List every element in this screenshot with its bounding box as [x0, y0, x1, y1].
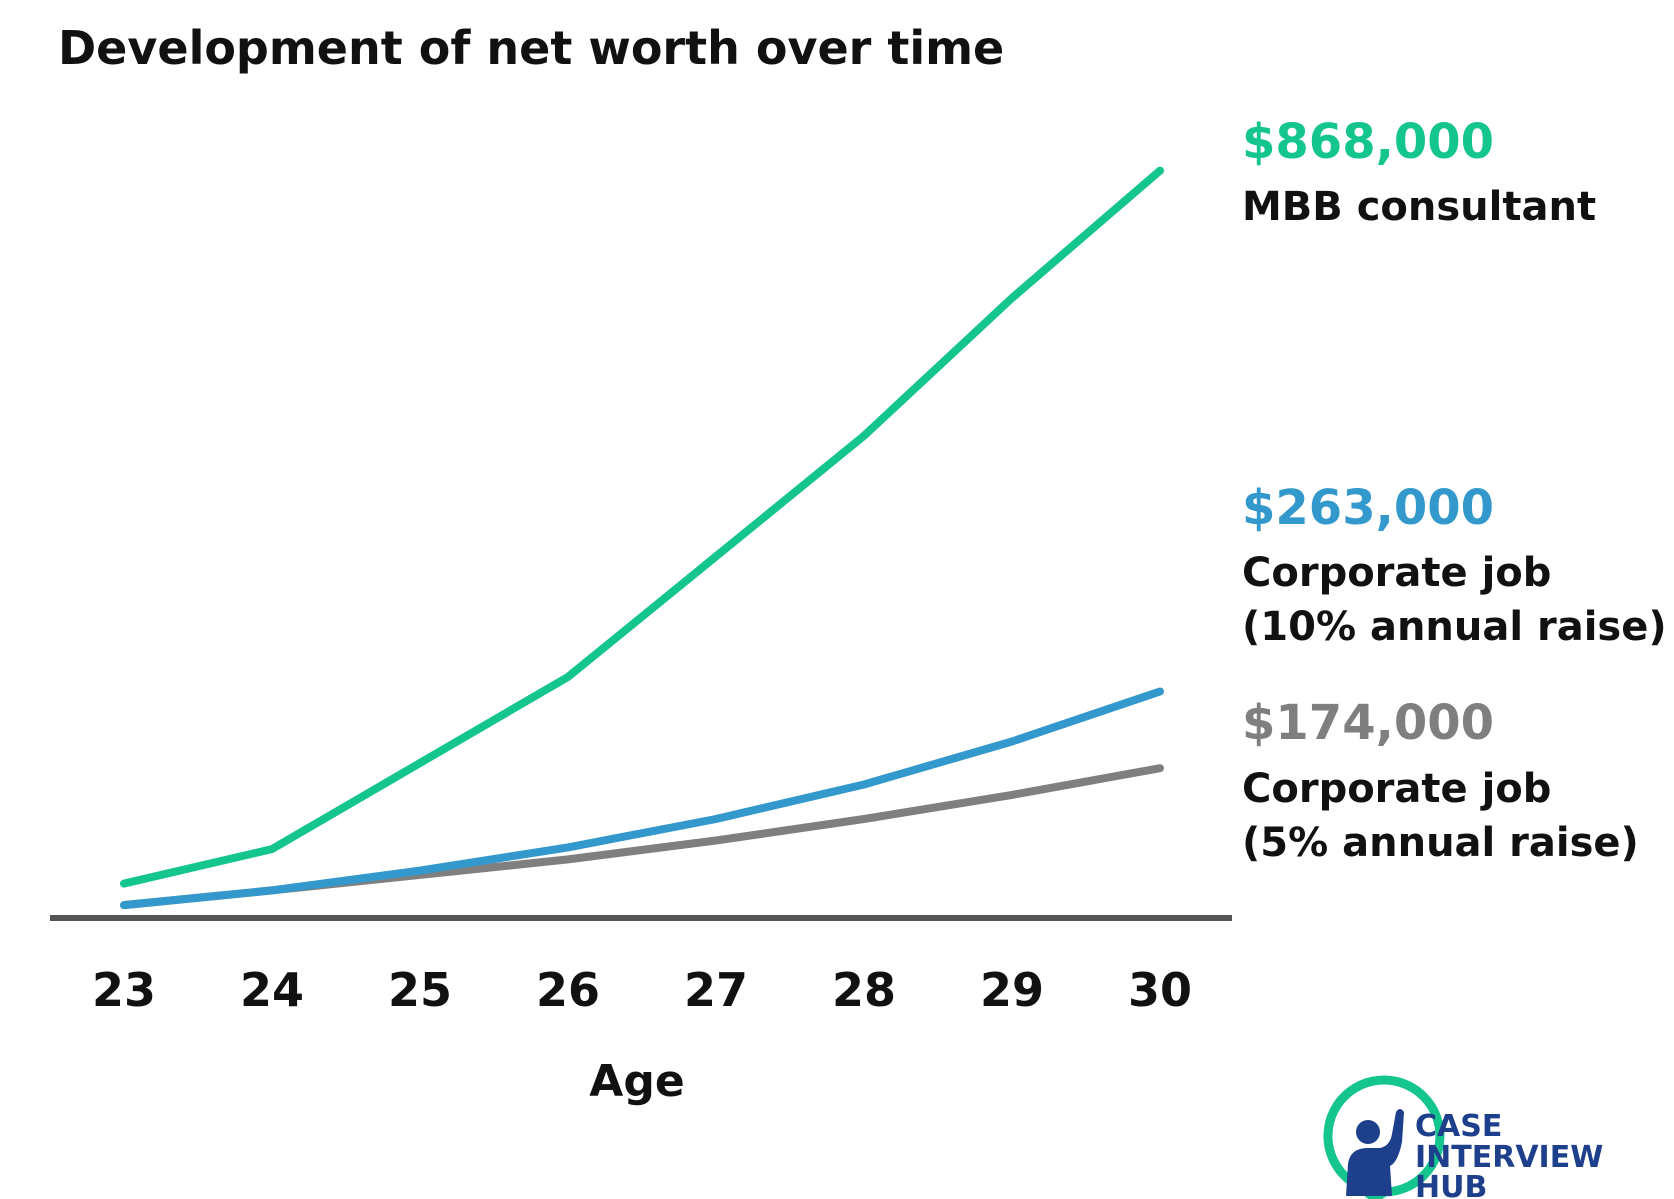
series-line-0 — [120, 166, 1164, 888]
corp10-series-label-line2: (10% annual raise) — [1242, 604, 1667, 650]
x-tick-label: 29 — [980, 963, 1044, 1017]
logo-text-line3: HUB — [1415, 1170, 1487, 1199]
series-line-1 — [120, 687, 1164, 910]
chart-title: Development of net worth over time — [58, 21, 1004, 75]
person-chat-bubble-icon — [1323, 1075, 1445, 1199]
corp10-value-label: $263,000 — [1242, 480, 1494, 536]
x-tick-label: 23 — [92, 963, 156, 1017]
mbb-series-label: MBB consultant — [1242, 184, 1596, 230]
corp5-series-label-line2: (5% annual raise) — [1242, 820, 1639, 866]
x-tick-label: 25 — [388, 963, 452, 1017]
corp5-value-label: $174,000 — [1242, 695, 1494, 751]
x-tick-label: 26 — [536, 963, 600, 1017]
x-tick-label: 30 — [1128, 963, 1192, 1017]
corp5-series-label-line1: Corporate job — [1242, 766, 1551, 812]
series-layer — [120, 166, 1164, 910]
logo-text-line1: CASE — [1415, 1109, 1502, 1144]
corp10-series-label-line1: Corporate job — [1242, 550, 1551, 596]
mbb-value-label: $868,000 — [1242, 114, 1494, 170]
x-tick-label: 28 — [832, 963, 896, 1017]
x-tick-label: 24 — [240, 963, 304, 1017]
logo-text-line2: INTERVIEW — [1415, 1140, 1603, 1175]
x-axis-ticks: 23 24 25 26 27 28 29 30 — [92, 963, 1192, 1017]
x-tick-label: 27 — [684, 963, 748, 1017]
case-interview-hub-logo: CASE INTERVIEW HUB — [1323, 1075, 1603, 1199]
x-axis-label: Age — [589, 1056, 684, 1107]
